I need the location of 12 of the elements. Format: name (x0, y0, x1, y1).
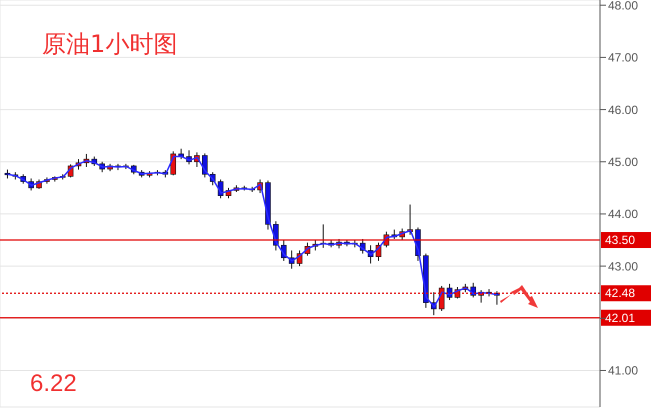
y-tick-label: 43.00 (608, 259, 638, 274)
y-tick-label: 47.00 (608, 50, 638, 65)
y-tick-label: 44.00 (608, 207, 638, 222)
text: 原油1小时图 (42, 29, 178, 60)
y-tick-label: 41.00 (608, 364, 638, 378)
ref-line-label: 43.50 (605, 233, 636, 248)
y-tick-label: 46.00 (608, 102, 638, 117)
y-tick-label: 45.00 (608, 155, 638, 170)
annotation: 6.22 (30, 370, 77, 398)
y-tick-label: 48.00 (608, 0, 638, 12)
ref-line-label: 42.48 (605, 286, 636, 300)
ref-line-label: 42.01 (605, 310, 636, 325)
